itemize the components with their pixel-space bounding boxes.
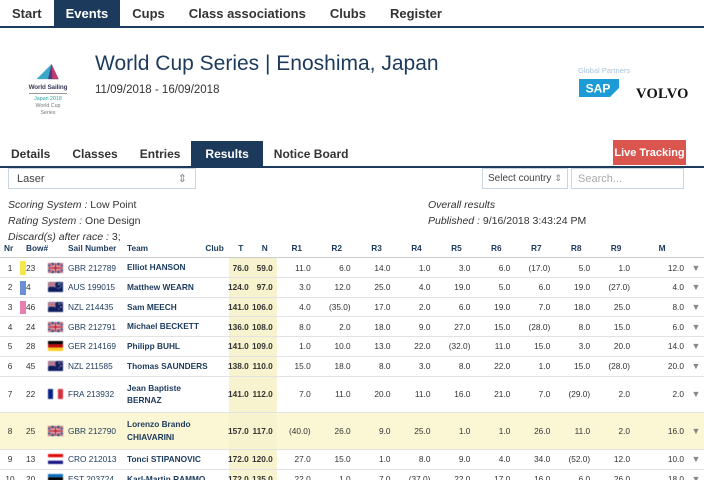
svg-text:SAP: SAP — [586, 82, 611, 96]
